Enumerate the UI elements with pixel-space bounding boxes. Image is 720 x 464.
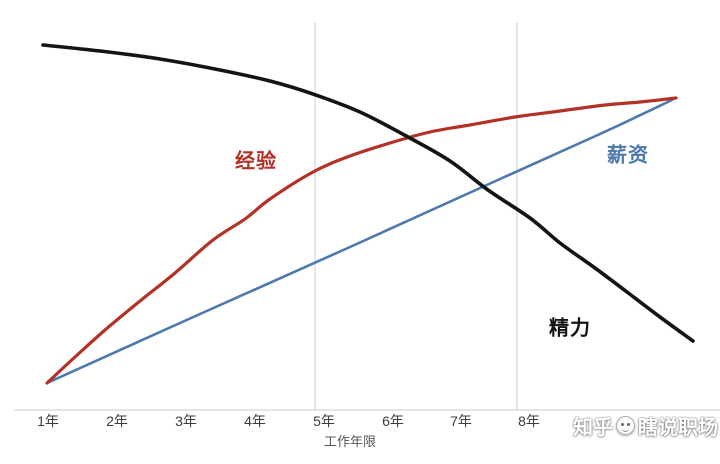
x-tick-label: 6年	[382, 413, 404, 429]
salary-curve	[45, 98, 674, 385]
gridlines	[14, 22, 720, 411]
watermark-avatar-icon	[616, 415, 635, 435]
salary-curve-label: 薪资	[607, 144, 649, 167]
watermark: 知乎 瞎说职场	[573, 412, 718, 439]
x-tick-label: 4年	[244, 413, 266, 429]
x-axis-title: 工作年限	[323, 434, 377, 449]
x-tick-label: 1年	[37, 413, 59, 429]
experience-curve	[45, 96, 678, 385]
energy-curve-label: 精力	[549, 317, 591, 340]
x-tick-label: 7年	[450, 413, 472, 429]
x-tick-label: 5年	[313, 413, 335, 429]
series-lines	[41, 43, 695, 385]
x-tick-label: 2年	[106, 413, 128, 429]
x-tick-label: 3年	[175, 413, 197, 429]
watermark-brand: 知乎	[573, 416, 613, 439]
x-tick-label: 8年	[518, 413, 540, 429]
energy-curve	[41, 43, 695, 343]
experience-curve-label: 经验	[235, 150, 277, 173]
watermark-account: 瞎说职场	[638, 416, 718, 439]
